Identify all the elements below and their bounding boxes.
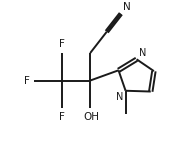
Text: N: N [116, 92, 123, 102]
Text: F: F [59, 39, 65, 49]
Text: N: N [123, 2, 131, 12]
Text: N: N [139, 48, 146, 58]
Text: OH: OH [84, 112, 100, 122]
Text: F: F [24, 75, 30, 86]
Text: F: F [59, 112, 65, 122]
